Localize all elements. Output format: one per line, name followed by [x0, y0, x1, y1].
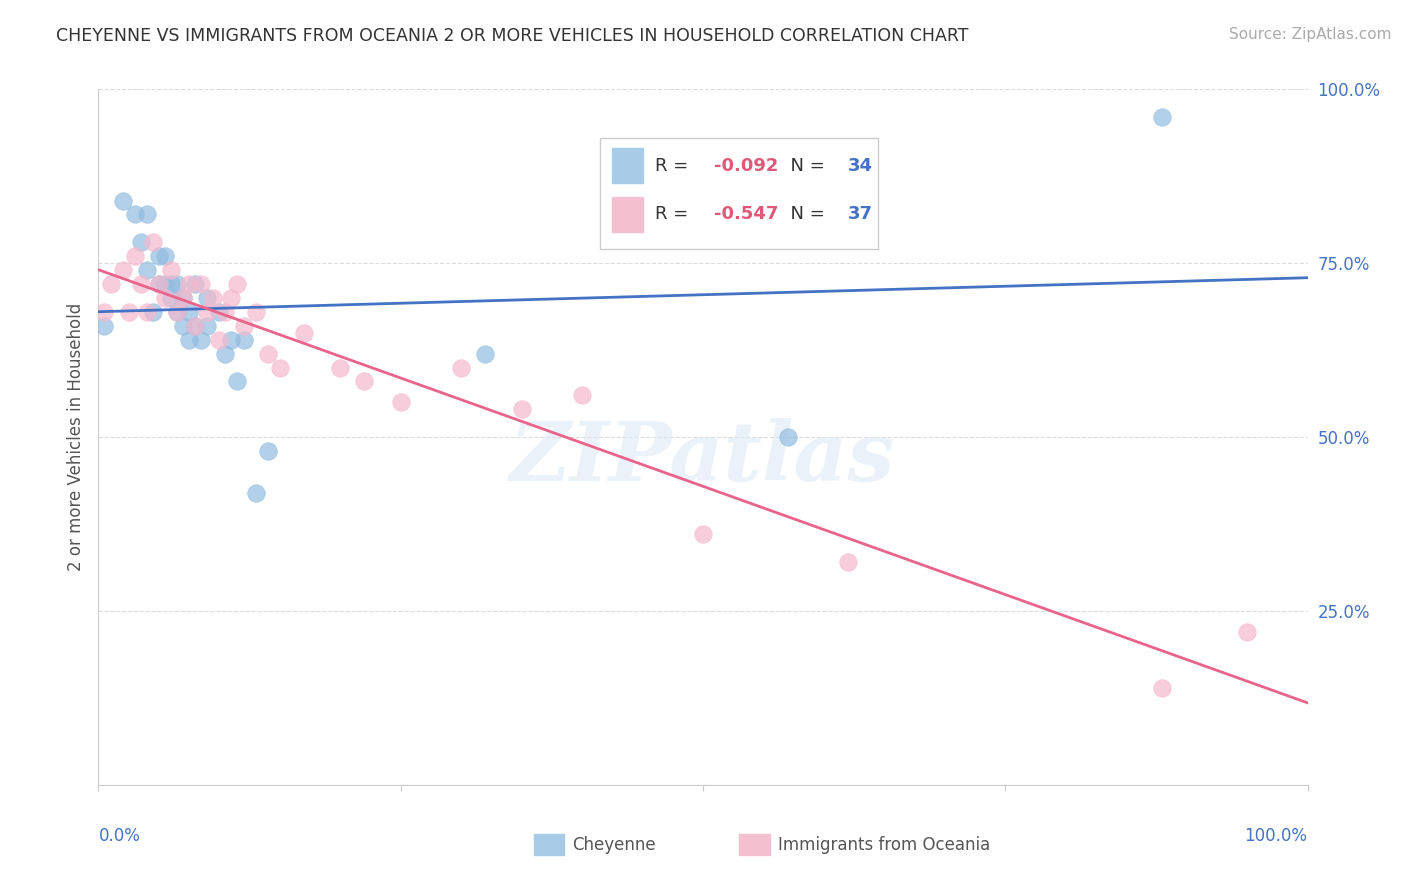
Point [179, 333, 201, 347]
Point [232, 318, 254, 333]
Text: CHEYENNE VS IMMIGRANTS FROM OCEANIA 2 OR MORE VEHICLES IN HOUSEHOLD CORRELATION : CHEYENNE VS IMMIGRANTS FROM OCEANIA 2 OR… [56, 27, 969, 45]
Point [166, 277, 188, 291]
Point [221, 291, 243, 305]
Point [195, 318, 218, 333]
Point [389, 395, 412, 409]
Point [153, 277, 176, 291]
Point [184, 318, 207, 333]
Point [269, 360, 291, 375]
Point [510, 402, 533, 417]
Point [226, 375, 249, 389]
Point [118, 305, 141, 319]
Point [148, 277, 170, 291]
Point [692, 527, 714, 541]
Point [190, 333, 212, 347]
Point [153, 249, 176, 263]
Point [166, 305, 188, 319]
Point [195, 291, 218, 305]
Text: Cheyenne: Cheyenne [572, 836, 657, 854]
Point [142, 235, 165, 250]
Bar [600, 138, 879, 249]
Point [195, 305, 218, 319]
Text: 0.0%: 0.0% [98, 827, 141, 845]
Point [160, 291, 183, 305]
Point [776, 430, 799, 444]
Text: 34: 34 [848, 157, 873, 175]
Bar [534, 834, 564, 855]
Point [256, 346, 278, 360]
Point [1152, 681, 1174, 695]
Point [172, 291, 194, 305]
Point [148, 249, 170, 263]
Point [153, 291, 176, 305]
Point [135, 263, 157, 277]
Point [450, 360, 472, 375]
Point [160, 277, 183, 291]
Point [179, 305, 201, 319]
Point [100, 277, 122, 291]
Point [202, 291, 225, 305]
Point [172, 291, 194, 305]
Text: -0.092: -0.092 [714, 157, 779, 175]
Point [232, 333, 254, 347]
Point [214, 346, 236, 360]
Point [837, 555, 859, 569]
Point [124, 207, 146, 221]
Point [329, 360, 352, 375]
Point [353, 375, 375, 389]
Text: N =: N = [779, 157, 831, 175]
Point [245, 305, 267, 319]
Point [1152, 110, 1174, 124]
Point [190, 277, 212, 291]
Point [226, 277, 249, 291]
Point [142, 305, 165, 319]
Point [256, 444, 278, 458]
Text: Source: ZipAtlas.com: Source: ZipAtlas.com [1229, 27, 1392, 42]
Point [129, 277, 152, 291]
Point [111, 263, 134, 277]
Point [208, 305, 231, 319]
Text: 37: 37 [848, 205, 873, 223]
Point [135, 305, 157, 319]
Point [179, 277, 201, 291]
Text: ZIPatlas: ZIPatlas [510, 418, 896, 498]
Text: Immigrants from Oceania: Immigrants from Oceania [778, 836, 990, 854]
Point [172, 318, 194, 333]
Point [93, 318, 115, 333]
Text: 100.0%: 100.0% [1244, 827, 1308, 845]
Point [184, 318, 207, 333]
Text: R =: R = [655, 157, 693, 175]
Point [245, 485, 267, 500]
Point [93, 305, 115, 319]
Point [129, 235, 152, 250]
Point [184, 277, 207, 291]
Point [124, 249, 146, 263]
Text: -0.547: -0.547 [714, 205, 779, 223]
Bar [613, 197, 643, 232]
Bar [613, 148, 643, 183]
Point [292, 326, 315, 340]
Point [474, 346, 496, 360]
Point [214, 305, 236, 319]
Point [111, 194, 134, 208]
Text: R =: R = [655, 205, 693, 223]
Point [166, 305, 188, 319]
Point [1236, 624, 1258, 639]
Point [571, 388, 593, 402]
Point [221, 333, 243, 347]
Bar [740, 834, 769, 855]
Point [135, 207, 157, 221]
Y-axis label: 2 or more Vehicles in Household: 2 or more Vehicles in Household [66, 303, 84, 571]
Point [160, 263, 183, 277]
Point [208, 333, 231, 347]
Text: N =: N = [779, 205, 831, 223]
Point [148, 277, 170, 291]
